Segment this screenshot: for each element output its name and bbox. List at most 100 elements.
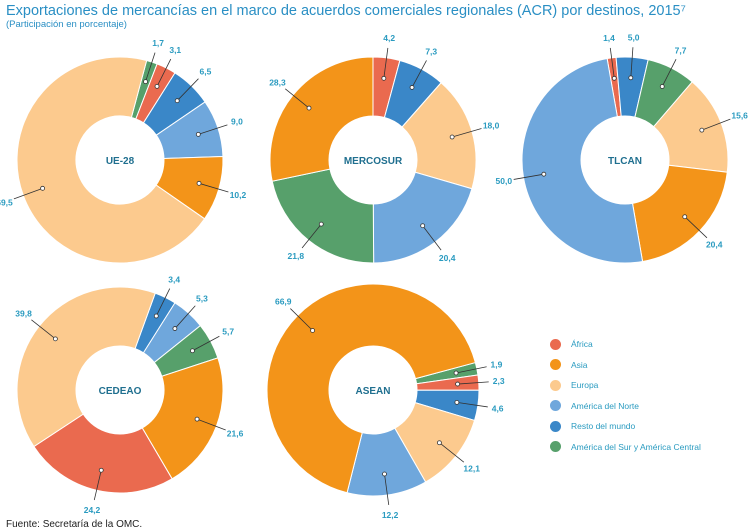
donut-slice bbox=[141, 357, 224, 480]
leader-dot bbox=[628, 75, 634, 81]
leader-line bbox=[661, 59, 677, 87]
leader-line bbox=[192, 335, 220, 352]
data-label: 4,6 bbox=[492, 403, 504, 413]
leader-dot bbox=[190, 348, 195, 354]
data-label: 5,0 bbox=[628, 32, 640, 42]
leader-line bbox=[31, 319, 56, 340]
data-label: 6,5 bbox=[199, 66, 211, 76]
data-label: 12,1 bbox=[463, 463, 480, 473]
leader-dot bbox=[409, 85, 415, 90]
leader-line bbox=[198, 124, 228, 135]
leader-line bbox=[198, 182, 229, 193]
leader-line bbox=[630, 47, 634, 78]
data-label: 4,2 bbox=[383, 33, 395, 43]
donut-slice bbox=[33, 413, 173, 494]
leader-line bbox=[290, 308, 313, 331]
leader-line bbox=[301, 223, 322, 249]
data-label: 66,9 bbox=[275, 297, 292, 307]
leader-dot bbox=[437, 440, 442, 446]
leader-dot bbox=[172, 326, 178, 331]
donut-slice bbox=[269, 56, 374, 182]
data-label: 7,7 bbox=[675, 45, 687, 55]
leader-dot bbox=[153, 313, 159, 319]
data-label: 28,3 bbox=[269, 77, 286, 87]
leader-dot bbox=[381, 75, 387, 81]
legend-item: África bbox=[550, 334, 701, 355]
data-label: 50,0 bbox=[496, 176, 513, 186]
legend-swatch bbox=[550, 441, 561, 453]
donut-slice bbox=[266, 283, 477, 494]
data-label: 3,1 bbox=[169, 45, 181, 55]
legend-item: Resto del mundo bbox=[550, 416, 701, 437]
data-label: 3,4 bbox=[168, 275, 180, 285]
leader-dot bbox=[454, 399, 460, 405]
leader-dot bbox=[455, 381, 460, 387]
data-label: 24,2 bbox=[84, 505, 101, 515]
data-label: 20,4 bbox=[706, 240, 723, 250]
chart-title: Exportaciones de mercancías en el marco … bbox=[6, 3, 686, 19]
donut-slice bbox=[631, 164, 728, 263]
data-label: 7,3 bbox=[425, 47, 437, 57]
leader-dot bbox=[194, 416, 200, 422]
data-label: 9,0 bbox=[231, 117, 243, 127]
leader-dot bbox=[453, 370, 459, 376]
leader-line bbox=[684, 216, 708, 239]
legend: África Asia Europa América del Norte Resto d… bbox=[550, 334, 701, 457]
donut-slice bbox=[16, 56, 206, 264]
leader-dot bbox=[52, 336, 58, 342]
leader-dot bbox=[195, 131, 201, 137]
leader-dot bbox=[143, 79, 148, 85]
leader-dot bbox=[40, 185, 46, 191]
leader-line bbox=[411, 60, 427, 88]
legend-label: Asia bbox=[571, 359, 588, 370]
leader-line bbox=[156, 58, 172, 87]
data-label: 15,6 bbox=[731, 110, 748, 120]
legend-label: África bbox=[571, 339, 593, 350]
leader-dot bbox=[541, 171, 547, 177]
legend-label: América del Sur y América Central bbox=[571, 441, 701, 452]
donut-slice bbox=[271, 168, 375, 264]
leader-dot bbox=[174, 98, 180, 104]
donut-slice bbox=[16, 286, 156, 448]
leader-dot bbox=[196, 180, 202, 186]
leader-dot bbox=[310, 328, 315, 333]
data-label: 20,4 bbox=[439, 253, 456, 263]
data-label: 69,5 bbox=[0, 197, 13, 207]
leader-dot bbox=[449, 134, 455, 140]
leader-dot bbox=[611, 75, 617, 81]
legend-label: América del Norte bbox=[571, 400, 640, 411]
data-label: 5,7 bbox=[222, 326, 234, 336]
leader-dot bbox=[382, 471, 387, 477]
data-label: 39,8 bbox=[15, 309, 32, 319]
donut-center-title: CEDEAO bbox=[99, 386, 142, 397]
leader-line bbox=[196, 418, 226, 431]
leader-dot bbox=[306, 105, 312, 111]
data-label: 21,8 bbox=[288, 251, 305, 261]
leader-line bbox=[13, 187, 43, 200]
data-label: 21,6 bbox=[227, 429, 244, 439]
leader-line bbox=[452, 128, 482, 138]
donut-slice bbox=[372, 171, 473, 264]
data-label: 18,0 bbox=[483, 121, 500, 131]
leader-line bbox=[176, 78, 199, 101]
data-label: 1,9 bbox=[491, 360, 503, 370]
leader-dot bbox=[682, 214, 688, 220]
leader-line bbox=[455, 366, 487, 374]
legend-swatch bbox=[550, 400, 561, 412]
leader-line bbox=[145, 52, 156, 82]
data-label: 1,7 bbox=[152, 38, 164, 48]
legend-swatch bbox=[550, 338, 561, 350]
legend-item: Europa bbox=[550, 375, 701, 396]
leader-dot bbox=[154, 83, 160, 89]
leader-line bbox=[155, 288, 171, 317]
leader-dot bbox=[659, 84, 665, 89]
leader-line bbox=[609, 47, 615, 79]
leader-line bbox=[422, 225, 442, 251]
leader-line bbox=[513, 173, 544, 180]
legend-label: Europa bbox=[571, 380, 599, 391]
leader-line bbox=[285, 88, 310, 109]
leader-dot bbox=[420, 223, 426, 229]
donut-slice bbox=[521, 57, 644, 264]
legend-item: América del Sur y América Central bbox=[550, 437, 701, 458]
